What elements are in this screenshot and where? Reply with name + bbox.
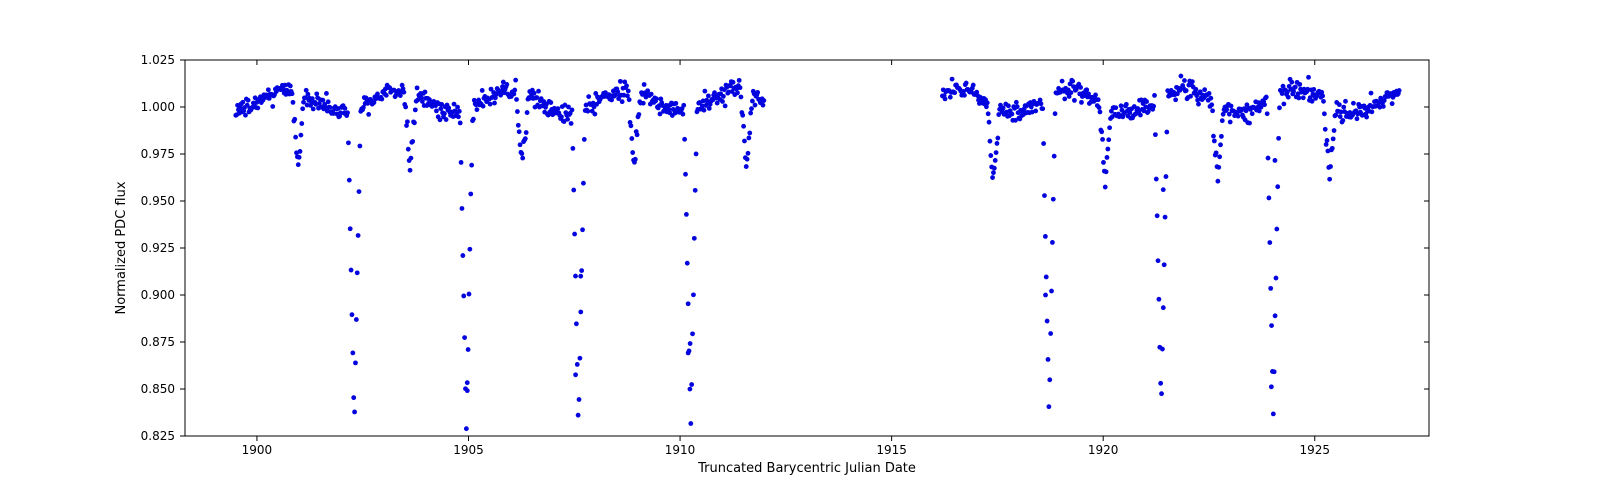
lightcurve-chart: 1900 1905 1910 1915 1920 1925 Truncated Baryce…: [0, 0, 1600, 500]
scatter-points: [233, 74, 1401, 431]
x-tick-label: 1905: [453, 443, 484, 457]
y-tick-label: 0.975: [141, 147, 175, 161]
x-tick-label: 1920: [1088, 443, 1119, 457]
x-axis: 1900 1905 1910 1915 1920 1925: [242, 60, 1330, 457]
y-axis-label: Normalized PDC flux: [114, 181, 129, 314]
y-tick-label: 0.950: [141, 194, 175, 208]
y-tick-label: 0.850: [141, 382, 175, 396]
x-tick-label: 1910: [665, 443, 696, 457]
y-tick-label: 0.925: [141, 241, 175, 255]
y-tick-label: 1.000: [141, 100, 175, 114]
x-tick-label: 1925: [1299, 443, 1330, 457]
plot-svg: 1900 1905 1910 1915 1920 1925 Truncated Baryce…: [0, 0, 1600, 500]
x-tick-label: 1900: [242, 443, 273, 457]
y-tick-label: 1.025: [141, 53, 175, 67]
y-tick-label: 0.825: [141, 429, 175, 443]
x-axis-label: Truncated Barycentric Julian Date: [697, 461, 916, 476]
y-tick-label: 0.900: [141, 288, 175, 302]
x-tick-label: 1915: [876, 443, 907, 457]
y-tick-label: 0.875: [141, 335, 175, 349]
